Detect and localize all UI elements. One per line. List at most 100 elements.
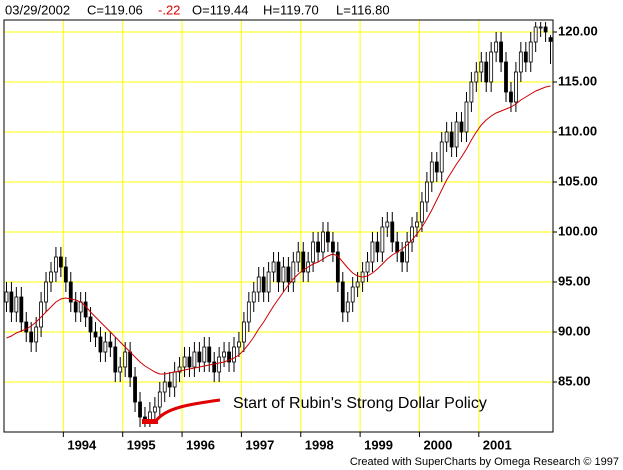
candle-body bbox=[49, 271, 53, 283]
candle-body bbox=[237, 341, 241, 348]
header-change: -.22 bbox=[158, 2, 180, 17]
candle-body bbox=[518, 51, 523, 73]
candle-body bbox=[370, 241, 375, 263]
candle-body bbox=[266, 271, 271, 293]
candle-body bbox=[232, 346, 236, 363]
candle-body bbox=[58, 256, 63, 268]
candle-body bbox=[350, 286, 355, 303]
candle-body bbox=[187, 356, 192, 368]
candle-body bbox=[296, 251, 301, 263]
candle-body bbox=[415, 221, 419, 228]
header-close: C=119.06 bbox=[87, 2, 143, 17]
candle-body bbox=[271, 261, 276, 273]
candle-body bbox=[464, 101, 469, 133]
candle-body bbox=[162, 381, 167, 393]
x-tick-label: 1996 bbox=[186, 437, 215, 452]
candle-body bbox=[311, 241, 316, 263]
candle-body bbox=[395, 241, 400, 253]
candle-body bbox=[276, 261, 281, 283]
candle-body bbox=[256, 276, 261, 293]
candle-body bbox=[88, 316, 93, 333]
candle-body bbox=[227, 351, 231, 363]
x-tick-label: 1994 bbox=[67, 437, 97, 452]
candle-body bbox=[286, 266, 291, 283]
candle-body bbox=[113, 346, 118, 373]
candle-body bbox=[365, 261, 370, 273]
candle-body bbox=[167, 381, 172, 388]
candle-body bbox=[83, 301, 88, 318]
candle-body bbox=[410, 226, 414, 243]
candle-body bbox=[78, 301, 83, 313]
candle-body bbox=[251, 291, 256, 303]
candle-body bbox=[345, 301, 350, 313]
candle-body bbox=[380, 226, 385, 253]
candle-body bbox=[73, 301, 78, 313]
moving-average-line bbox=[6, 85, 551, 375]
x-tick-label: 2001 bbox=[483, 437, 512, 452]
candle-body bbox=[281, 266, 286, 283]
candle-body bbox=[192, 351, 197, 368]
candle-body bbox=[444, 131, 449, 143]
candle-body bbox=[484, 61, 489, 83]
candle-body bbox=[400, 251, 405, 263]
x-tick-label: 1998 bbox=[305, 437, 334, 452]
candle-body bbox=[543, 26, 548, 33]
candle-body bbox=[340, 281, 345, 313]
candle-body bbox=[424, 181, 429, 203]
candle-body bbox=[261, 276, 266, 293]
candle-body bbox=[54, 256, 58, 273]
candle-body bbox=[118, 366, 123, 373]
candle-body bbox=[44, 281, 48, 303]
candle-body bbox=[390, 221, 395, 243]
candle-body bbox=[63, 266, 68, 283]
header-low: L=116.80 bbox=[336, 2, 390, 17]
x-tick-label: 1995 bbox=[127, 437, 156, 452]
candle-body bbox=[454, 121, 459, 148]
x-tick-label: 1997 bbox=[245, 437, 274, 452]
candle-body bbox=[321, 231, 325, 253]
candle-body bbox=[202, 346, 207, 363]
candle-body bbox=[103, 341, 108, 353]
candle-body bbox=[459, 121, 464, 133]
candle-body bbox=[177, 366, 182, 373]
plot-frame bbox=[3, 19, 554, 433]
candle-body bbox=[138, 401, 142, 418]
candle-body bbox=[133, 376, 137, 403]
y-tick-label: 120.00 bbox=[558, 23, 598, 38]
candle-body bbox=[469, 81, 474, 103]
annotation-arrow bbox=[154, 398, 221, 422]
candle-body bbox=[474, 71, 479, 83]
candle-body bbox=[504, 61, 508, 93]
x-tick-label: 2000 bbox=[423, 437, 452, 452]
candle-body bbox=[9, 291, 14, 313]
header-high: H=119.70 bbox=[263, 2, 319, 17]
header-date: 03/29/2002 bbox=[5, 2, 70, 17]
candle-body bbox=[93, 331, 98, 338]
candle-body bbox=[449, 131, 454, 148]
candle-body bbox=[429, 161, 434, 183]
annotation: Start of Rubin's Strong Dollar Policy bbox=[233, 395, 487, 412]
candle-body bbox=[98, 336, 103, 353]
candle-body bbox=[385, 221, 390, 228]
candle-body bbox=[157, 391, 162, 408]
candle-body bbox=[241, 321, 246, 343]
y-tick-label: 110.00 bbox=[558, 123, 597, 138]
candle-body bbox=[182, 356, 187, 368]
candle-body bbox=[246, 301, 251, 323]
candle-body bbox=[301, 251, 306, 273]
candle-body bbox=[316, 241, 320, 253]
candle-body bbox=[420, 201, 424, 223]
candle-body bbox=[434, 161, 439, 173]
candle-body bbox=[375, 241, 380, 253]
candle-body bbox=[68, 281, 73, 303]
candle-body bbox=[538, 26, 543, 29]
candle-body bbox=[207, 346, 212, 363]
candle-body bbox=[494, 41, 499, 53]
candle-body bbox=[439, 141, 444, 173]
candle-body bbox=[123, 351, 128, 368]
candle-body bbox=[479, 61, 484, 73]
footer: Created with SuperCharts by Omega Resear… bbox=[350, 456, 619, 468]
candle-body bbox=[128, 351, 133, 378]
